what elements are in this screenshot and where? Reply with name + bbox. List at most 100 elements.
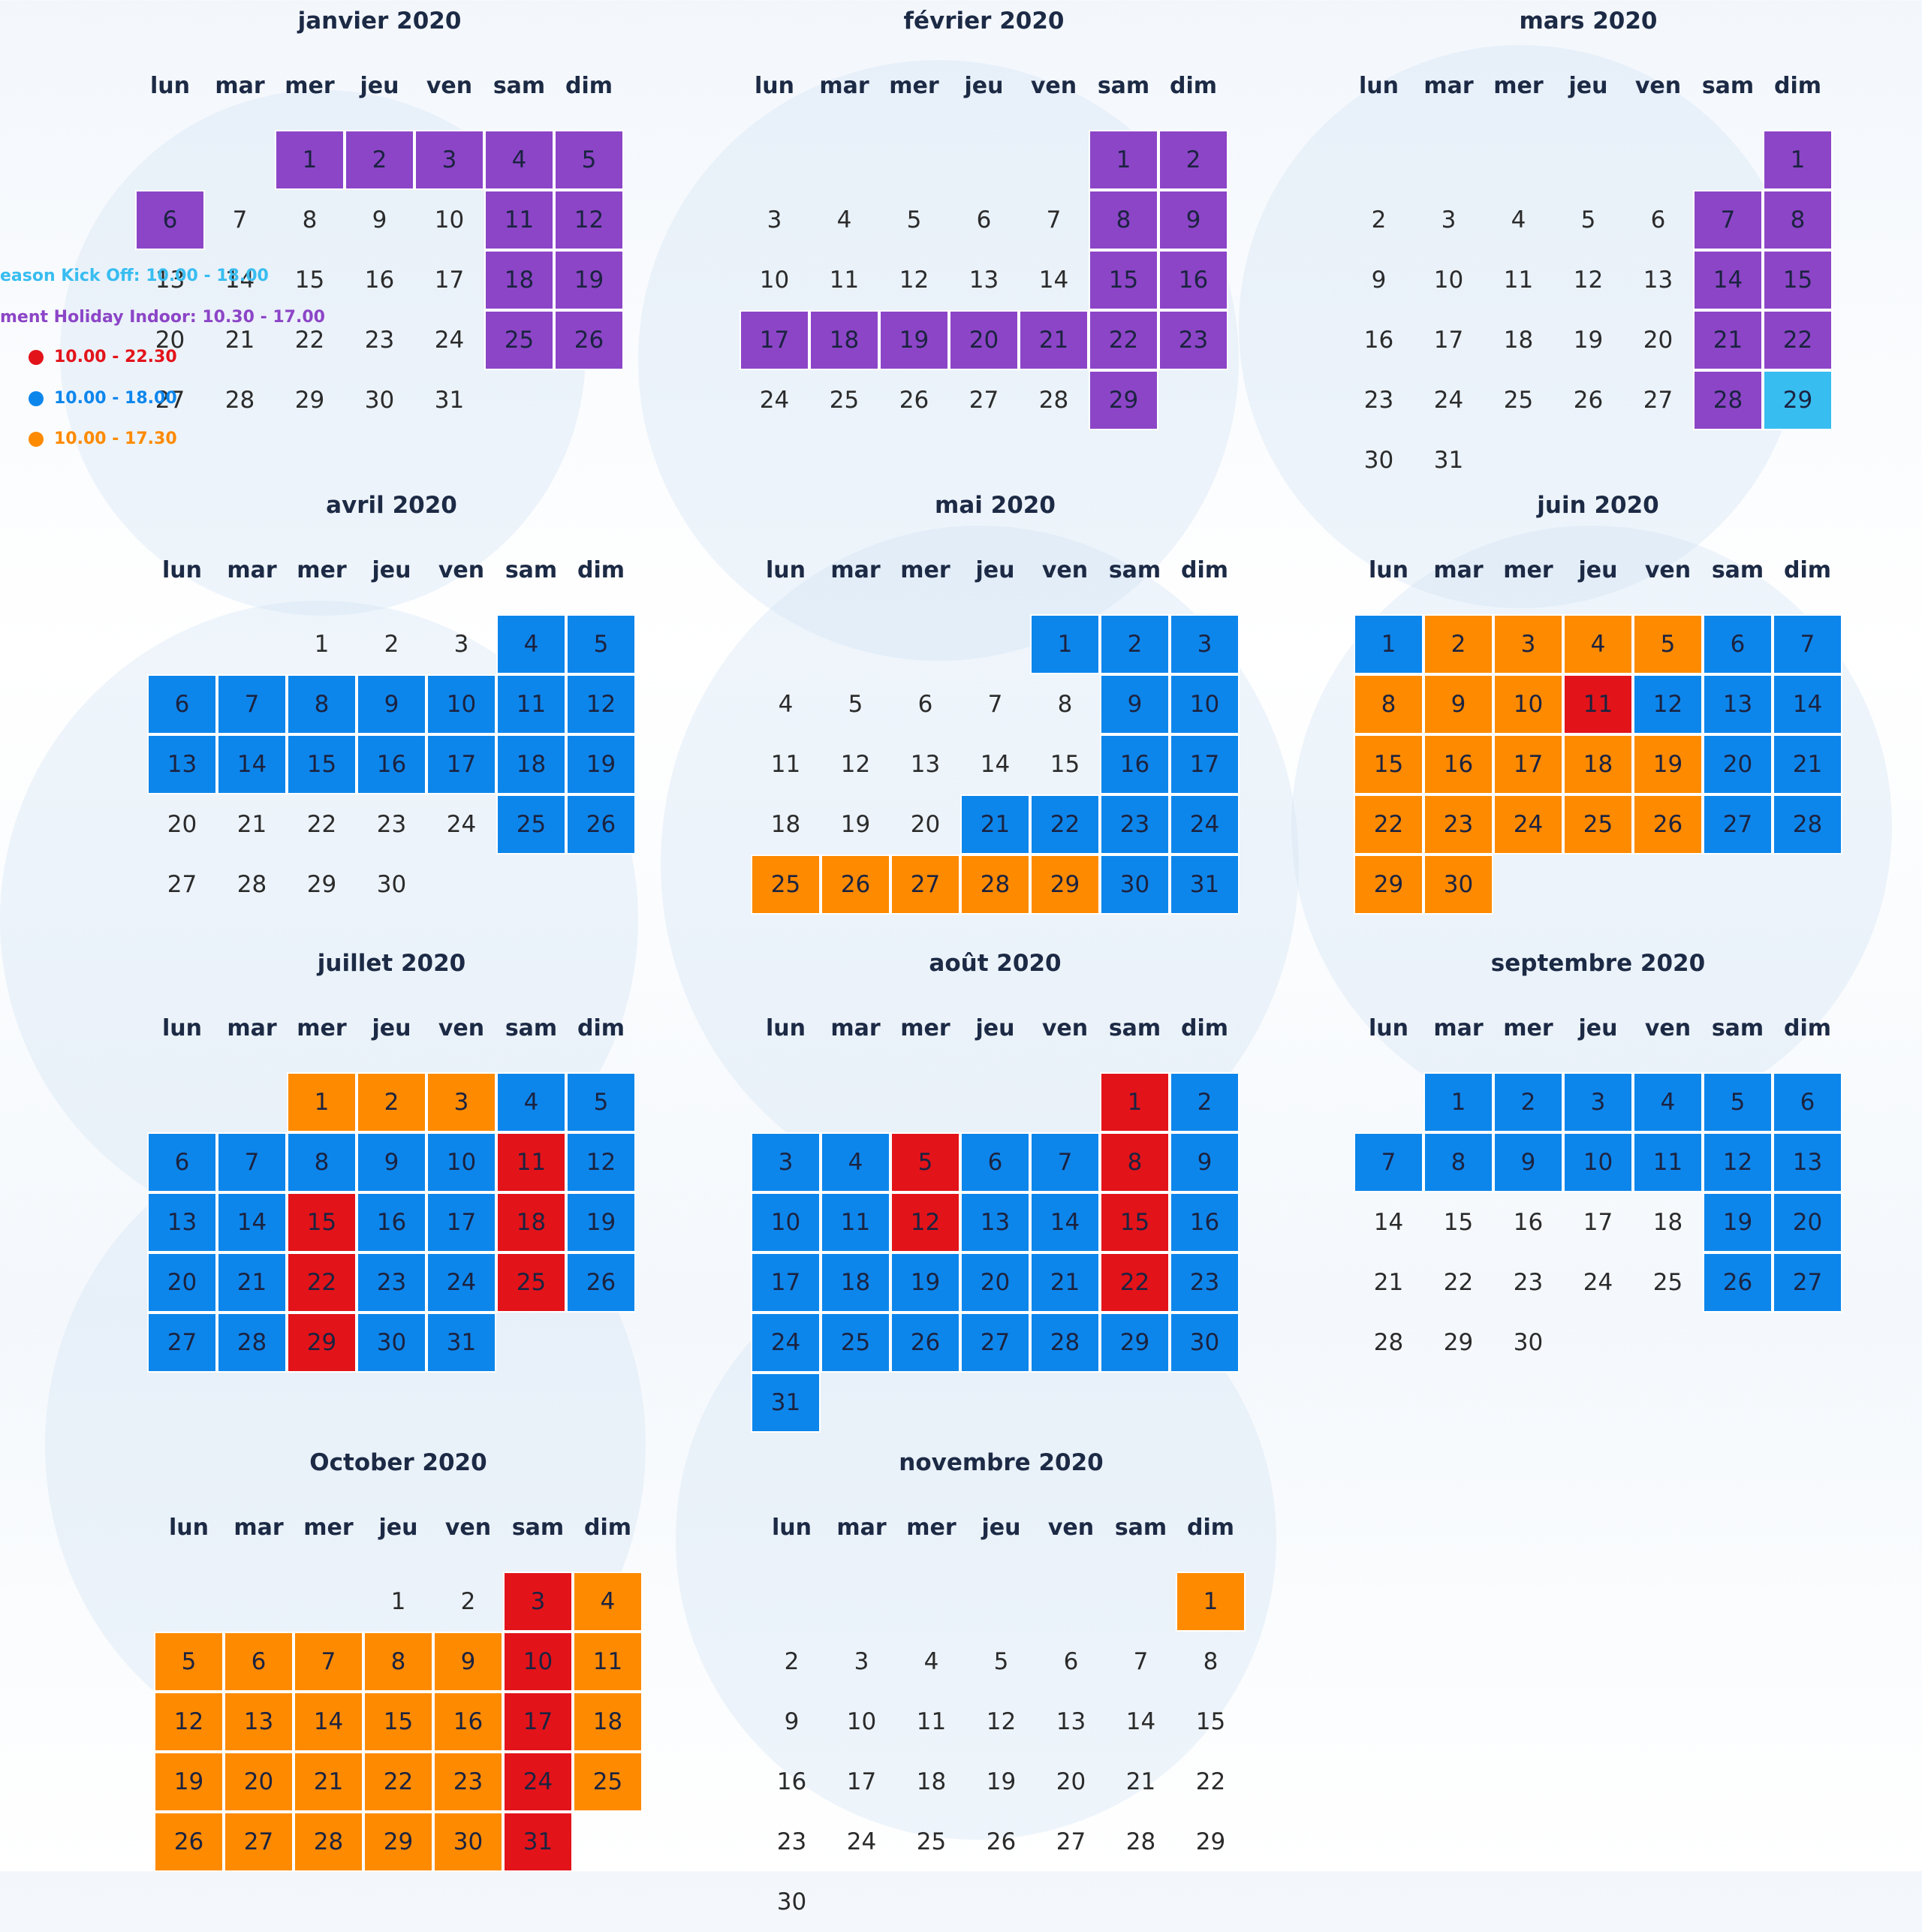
day-cell[interactable]: 25 [1652, 1269, 1683, 1296]
day-cell[interactable]: 18 [1503, 327, 1534, 354]
day-cell[interactable]: 11 [1563, 674, 1633, 734]
day-cell[interactable]: 10 [1433, 267, 1464, 294]
day-cell[interactable]: 28 [294, 1812, 363, 1872]
day-cell[interactable]: 7 [1133, 1648, 1149, 1675]
day-cell[interactable]: 9 [1371, 267, 1387, 294]
day-cell[interactable]: 1 [390, 1588, 406, 1615]
day-cell[interactable]: 13 [1703, 674, 1773, 734]
day-cell[interactable]: 6 [135, 190, 205, 250]
day-cell[interactable]: 6 [147, 674, 217, 734]
day-cell[interactable]: 19 [986, 1768, 1017, 1795]
day-cell[interactable]: 24 [503, 1752, 573, 1812]
day-cell[interactable]: 26 [1573, 387, 1604, 414]
day-cell[interactable]: 12 [890, 1192, 960, 1252]
day-cell[interactable]: 19 [879, 310, 949, 370]
day-cell[interactable]: 5 [566, 614, 636, 674]
day-cell[interactable]: 24 [1583, 1269, 1613, 1296]
day-cell[interactable]: 28 [1373, 1329, 1404, 1356]
day-cell[interactable]: 2 [384, 631, 399, 658]
day-cell[interactable]: 9 [433, 1632, 503, 1692]
day-cell[interactable]: 29 [1354, 854, 1423, 915]
day-cell[interactable]: 12 [1573, 267, 1604, 294]
day-cell[interactable]: 16 [1100, 734, 1170, 794]
day-cell[interactable]: 31 [434, 387, 465, 414]
day-cell[interactable]: 13 [1643, 267, 1673, 294]
day-cell[interactable]: 14 [294, 1692, 363, 1752]
day-cell[interactable]: 3 [1493, 614, 1563, 674]
day-cell[interactable]: 13 [224, 1692, 294, 1752]
day-cell[interactable]: 4 [1563, 614, 1633, 674]
day-cell[interactable]: 11 [821, 1192, 890, 1252]
day-cell[interactable]: 27 [1703, 794, 1773, 854]
day-cell[interactable]: 22 [294, 327, 325, 354]
day-cell[interactable]: 22 [1195, 1768, 1226, 1795]
day-cell[interactable]: 6 [224, 1632, 294, 1692]
day-cell[interactable]: 25 [496, 1252, 566, 1313]
day-cell[interactable]: 22 [1443, 1269, 1474, 1296]
day-cell[interactable]: 28 [1038, 387, 1069, 414]
day-cell[interactable]: 26 [554, 310, 624, 370]
day-cell[interactable]: 25 [829, 387, 860, 414]
day-cell[interactable]: 31 [1170, 854, 1240, 915]
day-cell[interactable]: 14 [1693, 250, 1763, 310]
day-cell[interactable]: 3 [854, 1648, 869, 1675]
day-cell[interactable]: 13 [969, 267, 999, 294]
day-cell[interactable]: 5 [1580, 206, 1596, 234]
day-cell[interactable]: 17 [1583, 1209, 1613, 1236]
day-cell[interactable]: 5 [890, 1132, 960, 1192]
day-cell[interactable]: 30 [1423, 854, 1493, 915]
day-cell[interactable]: 17 [503, 1692, 573, 1752]
day-cell[interactable]: 8 [1100, 1132, 1170, 1192]
day-cell[interactable]: 21 [1773, 734, 1842, 794]
day-cell[interactable]: 31 [503, 1812, 573, 1872]
day-cell[interactable]: 6 [1650, 206, 1666, 234]
day-cell[interactable]: 14 [217, 1192, 287, 1252]
day-cell[interactable]: 14 [1125, 1708, 1156, 1735]
day-cell[interactable]: 21 [1693, 310, 1763, 370]
day-cell[interactable]: 26 [566, 1252, 636, 1313]
day-cell[interactable]: 20 [1056, 1768, 1086, 1795]
day-cell[interactable]: 27 [960, 1313, 1030, 1373]
day-cell[interactable]: 4 [1511, 206, 1526, 234]
day-cell[interactable]: 13 [1773, 1132, 1842, 1192]
day-cell[interactable]: 8 [302, 206, 318, 234]
day-cell[interactable]: 3 [1170, 614, 1240, 674]
day-cell[interactable]: 24 [1170, 794, 1240, 854]
day-cell[interactable]: 22 [1763, 310, 1833, 370]
day-cell[interactable]: 29 [1443, 1329, 1474, 1356]
day-cell[interactable]: 13 [1056, 1708, 1086, 1735]
day-cell[interactable]: 16 [1423, 734, 1493, 794]
day-cell[interactable]: 8 [1354, 674, 1423, 734]
day-cell[interactable]: 12 [840, 751, 871, 778]
day-cell[interactable]: 23 [1363, 387, 1394, 414]
day-cell[interactable]: 28 [1693, 370, 1763, 430]
day-cell[interactable]: 30 [433, 1812, 503, 1872]
day-cell[interactable]: 24 [751, 1313, 821, 1373]
day-cell[interactable]: 7 [217, 1132, 287, 1192]
day-cell[interactable]: 17 [426, 734, 496, 794]
day-cell[interactable]: 18 [809, 310, 879, 370]
day-cell[interactable]: 26 [899, 387, 929, 414]
day-cell[interactable]: 6 [917, 691, 933, 718]
day-cell[interactable]: 19 [890, 1252, 960, 1313]
day-cell[interactable]: 26 [890, 1313, 960, 1373]
day-cell[interactable]: 10 [503, 1632, 573, 1692]
day-cell[interactable]: 26 [986, 1828, 1017, 1855]
day-cell[interactable]: 5 [554, 130, 624, 190]
day-cell[interactable]: 31 [1433, 447, 1464, 474]
day-cell[interactable]: 9 [1423, 674, 1493, 734]
day-cell[interactable]: 26 [1703, 1252, 1773, 1313]
day-cell[interactable]: 19 [840, 811, 871, 838]
day-cell[interactable]: 29 [287, 1313, 357, 1373]
day-cell[interactable]: 6 [1703, 614, 1773, 674]
day-cell[interactable]: 30 [1363, 447, 1394, 474]
day-cell[interactable]: 20 [155, 327, 185, 354]
day-cell[interactable]: 23 [376, 811, 407, 838]
day-cell[interactable]: 7 [1773, 614, 1842, 674]
day-cell[interactable]: 2 [1170, 1072, 1240, 1132]
day-cell[interactable]: 16 [1170, 1192, 1240, 1252]
day-cell[interactable]: 8 [1423, 1132, 1493, 1192]
day-cell[interactable]: 24 [426, 1252, 496, 1313]
day-cell[interactable]: 30 [1513, 1329, 1544, 1356]
day-cell[interactable]: 31 [426, 1313, 496, 1373]
